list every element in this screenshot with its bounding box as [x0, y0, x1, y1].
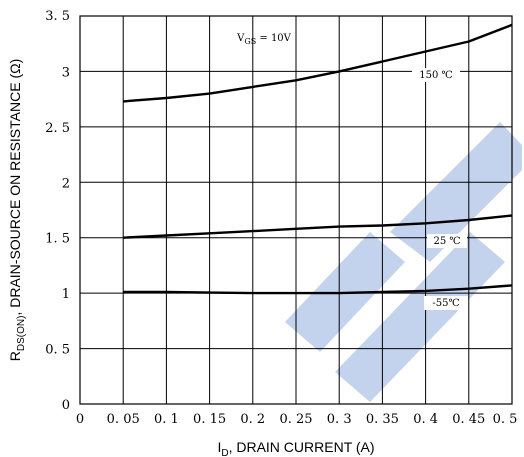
x-axis-label-rest: , DRAIN CURRENT (A) [229, 439, 375, 455]
y-tick-label-7: 3. 5 [45, 9, 70, 24]
vgs-rest: = 10V [256, 33, 291, 44]
x-tick-label-8: 0. 4 [413, 412, 438, 427]
y-tick-label-3: 1. 5 [45, 232, 70, 247]
series-label-1: 25 ℃ [433, 236, 460, 247]
x-tick-label-6: 0. 3 [327, 412, 352, 427]
y-tick-labels: 0 0. 5 1 1. 5 2 2. 5 3 3. 5 [45, 9, 70, 413]
series-line-1 [123, 214, 513, 239]
y-tick-label-5: 2. 5 [45, 121, 70, 136]
x-tick-label-2: 0. 1 [154, 412, 179, 427]
x-axis-label-main: I [217, 439, 221, 455]
x-axis-label-sub: D [221, 448, 228, 457]
series-label-bg-0 [412, 68, 460, 82]
y-tick-label-1: 0. 5 [45, 343, 70, 358]
x-tick-label-10: 0. 5 [493, 412, 518, 427]
watermark-logo [285, 122, 522, 402]
x-tick-label-7: 0. 35 [366, 412, 399, 427]
x-tick-label-9: 0. 45 [452, 412, 485, 427]
watermark-bar-2 [335, 232, 505, 402]
series-labels: 150 ℃ 25 ℃ -55℃ [412, 68, 468, 310]
x-tick-label-0: 0 [76, 412, 84, 427]
vgs-main: V [236, 33, 245, 44]
y-tick-label-4: 2 [62, 176, 70, 191]
x-tick-label-4: 0. 2 [240, 412, 265, 427]
y-tick-label-2: 1 [62, 287, 70, 302]
series-label-2: -55℃ [432, 298, 459, 309]
plot-frame [79, 15, 513, 405]
y-axis-label-sub: DS(ON) [16, 316, 27, 352]
x-tick-label-1: 0. 05 [107, 412, 140, 427]
series-lines [123, 23, 513, 295]
y-axis-label: RDS(ON), DRAIN-SOURCE ON RESISTANCE (Ω) [7, 59, 27, 361]
x-tick-labels: 0 0. 05 0. 1 0. 15 0. 2 0. 25 0. 3 0. 35 0. 4 0. … [76, 412, 518, 427]
x-tick-label-3: 0. 15 [193, 412, 226, 427]
vgs-annotation: VGS = 10V [236, 33, 292, 46]
series-line-0 [123, 23, 513, 103]
series-label-bg-1 [427, 234, 467, 248]
series-label-0: 150 ℃ [419, 70, 452, 81]
y-axis-label-rest: , DRAIN-SOURCE ON RESISTANCE (Ω) [7, 59, 23, 316]
y-tick-label-0: 0 [62, 398, 70, 413]
watermark-bar-3 [390, 122, 522, 262]
y-axis-label-main: R [7, 351, 23, 361]
y-tick-label-6: 3 [62, 65, 70, 80]
series-line-2 [123, 284, 513, 295]
vgs-sub: GS [244, 37, 256, 46]
x-axis-label: ID, DRAIN CURRENT (A) [217, 439, 374, 457]
series-label-bg-2 [424, 296, 468, 310]
x-tick-label-5: 0. 25 [279, 412, 312, 427]
